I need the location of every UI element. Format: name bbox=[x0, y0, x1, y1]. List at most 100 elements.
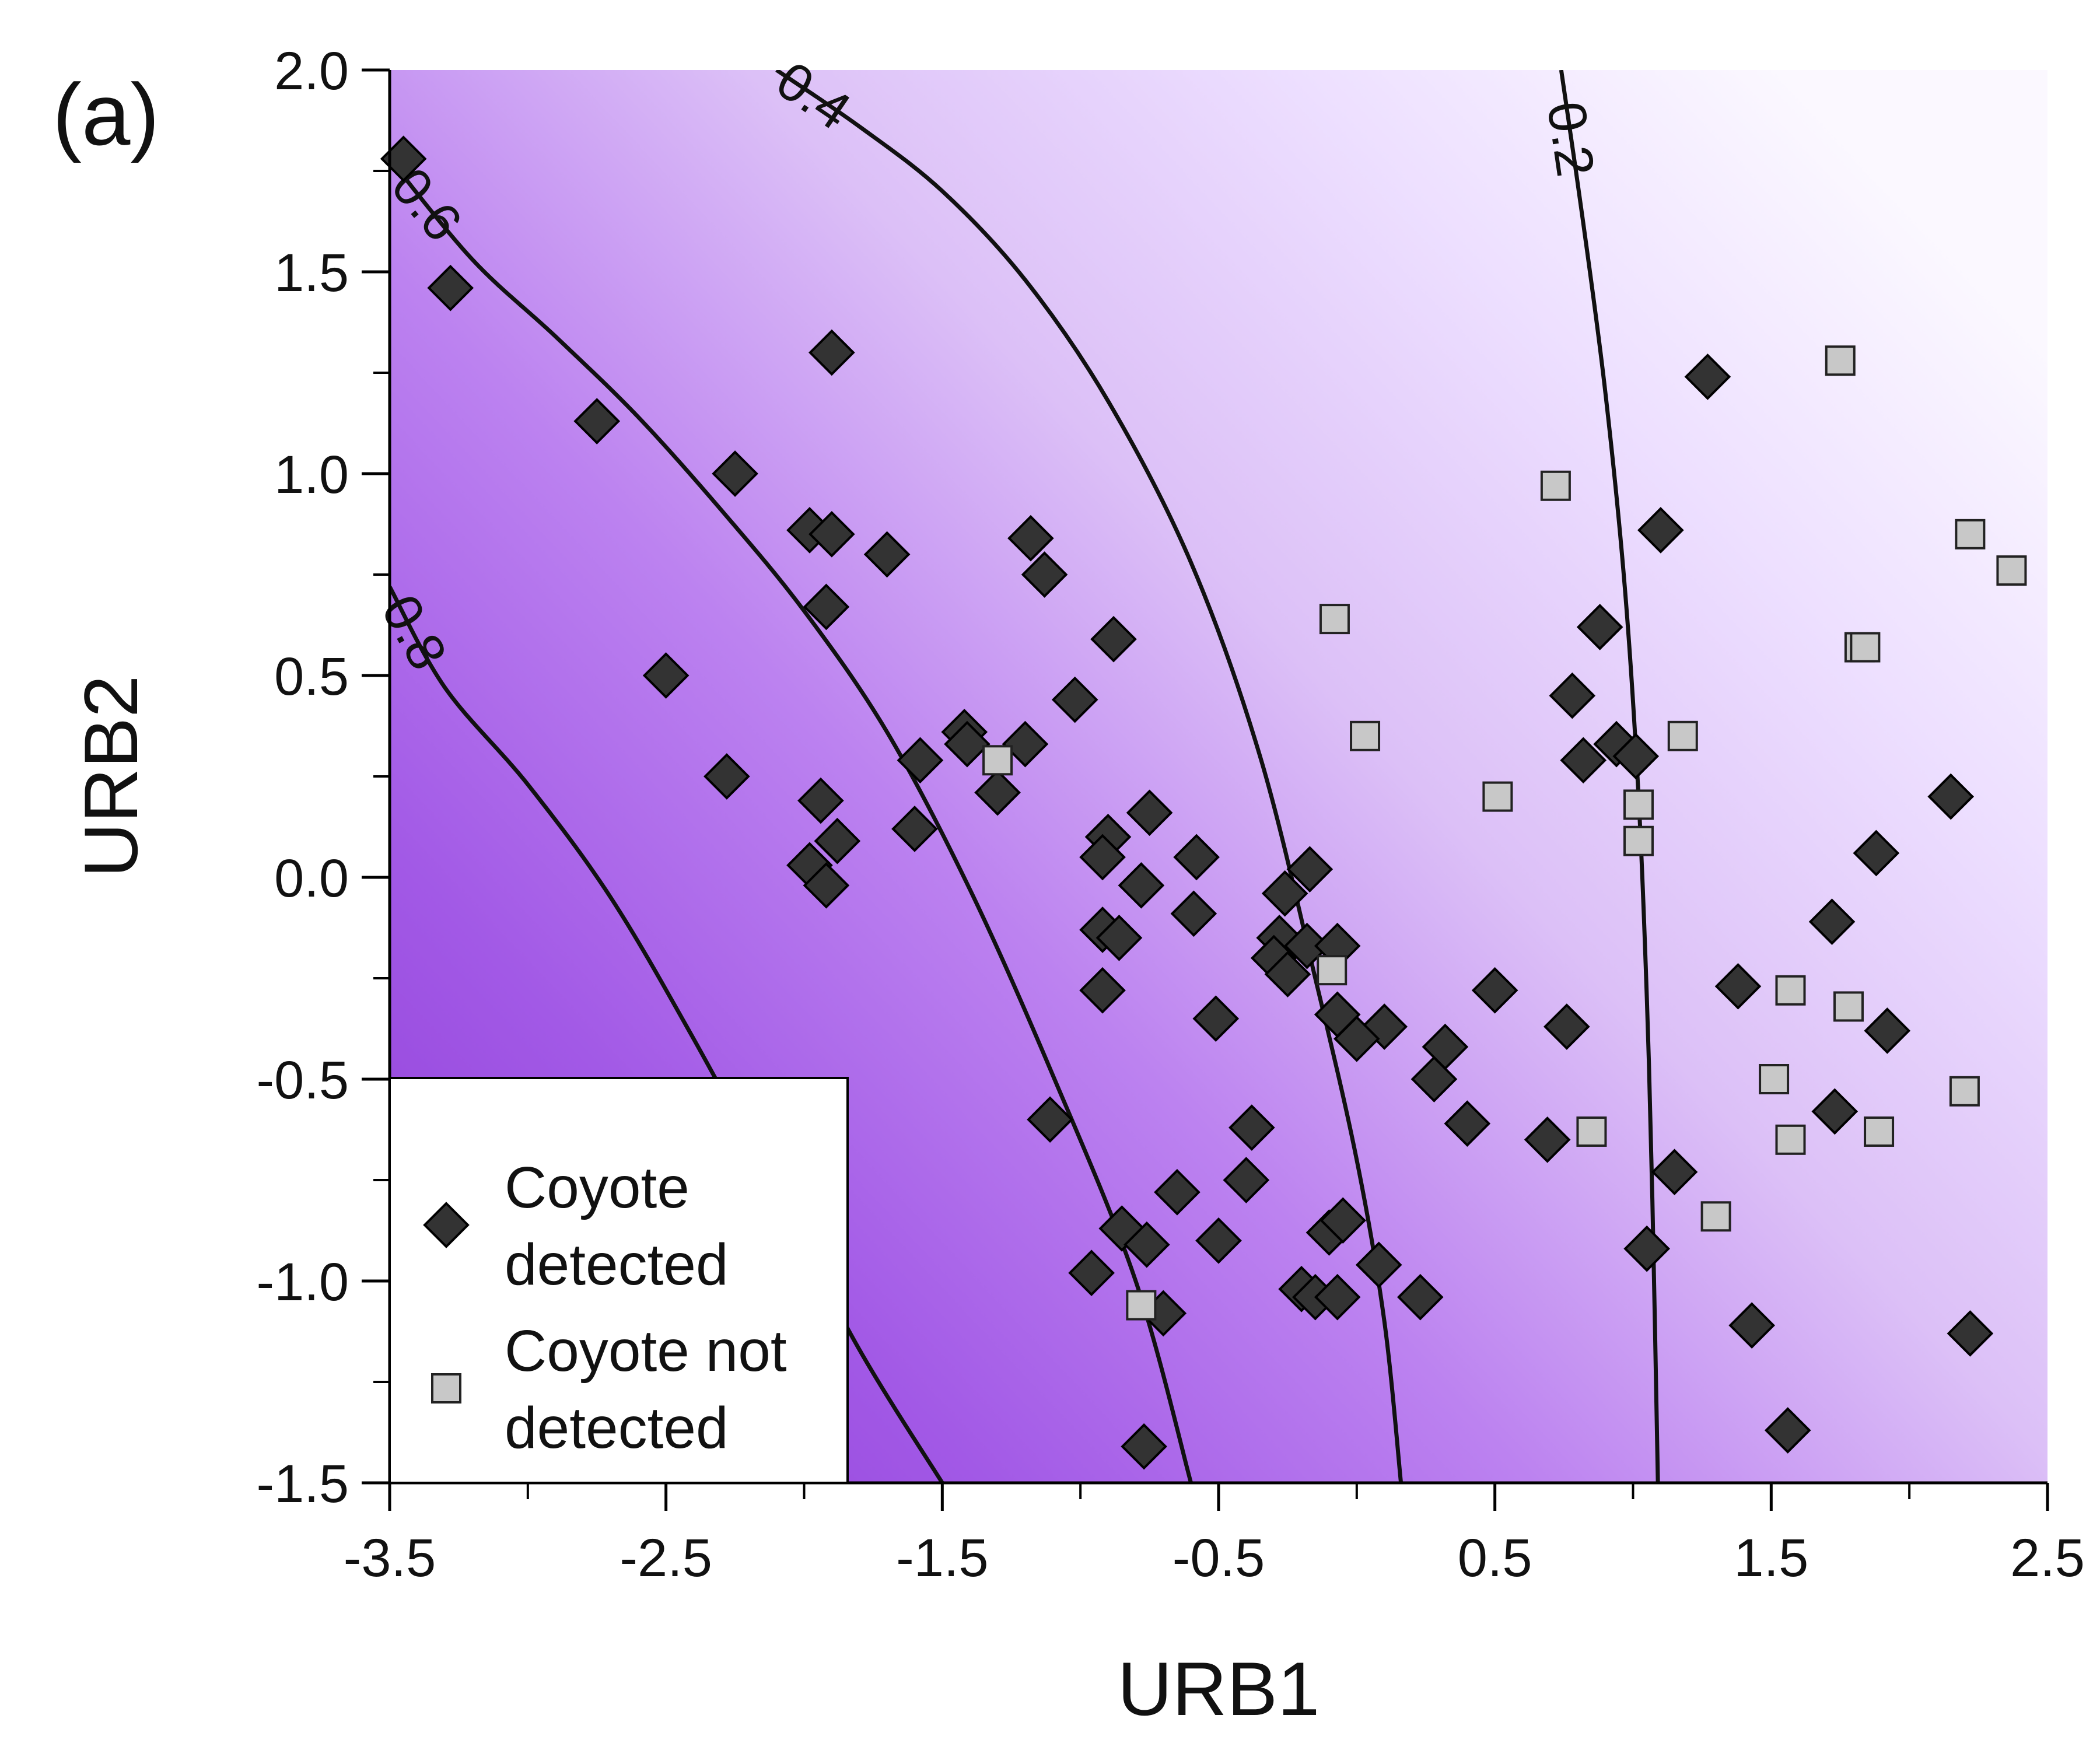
point-coyote-detected bbox=[897, 737, 944, 784]
point-coyote-detected bbox=[1002, 720, 1049, 768]
point-coyote-detected bbox=[803, 862, 850, 909]
point-coyote-detected bbox=[1264, 951, 1311, 998]
point-coyote-detected bbox=[797, 777, 844, 824]
y-tick-label: -1.0 bbox=[256, 1252, 349, 1312]
point-coyote-detected bbox=[1410, 1056, 1458, 1102]
point-coyote-detected bbox=[1334, 1015, 1380, 1062]
point-coyote-not-detected bbox=[1864, 1116, 1895, 1147]
point-coyote-detected bbox=[1261, 870, 1308, 917]
axes: -3.5 -2.5 -1.5 -0.5 0.5 1.5 2.5 -1.5 -1.0 -0.5 0.… bbox=[256, 41, 2084, 1588]
contour-lines bbox=[390, 70, 1660, 1483]
data-points bbox=[380, 135, 2027, 1470]
point-coyote-detected bbox=[1090, 615, 1137, 663]
point-coyote-not-detected bbox=[1623, 789, 1654, 820]
point-coyote-detected bbox=[1051, 676, 1098, 723]
point-coyote-detected bbox=[944, 720, 991, 768]
point-coyote-detected bbox=[1079, 834, 1126, 881]
contour-label: 0.2 bbox=[1536, 98, 1605, 180]
x-axis-title: URB1 bbox=[1118, 1646, 1320, 1731]
x-tick-label: -0.5 bbox=[1172, 1528, 1265, 1588]
point-coyote-detected bbox=[1068, 1250, 1115, 1296]
x-tick-label: 2.5 bbox=[2010, 1528, 2085, 1588]
legend-label-detected: Coyote bbox=[505, 1155, 690, 1220]
y-tick-label: 0.0 bbox=[274, 849, 349, 908]
x-axis-ticks: -3.5 -2.5 -1.5 -0.5 0.5 1.5 2.5 bbox=[344, 1483, 2085, 1588]
y-tick-label: -1.5 bbox=[256, 1454, 349, 1514]
point-coyote-detected bbox=[891, 806, 938, 852]
legend-marker-detected bbox=[423, 1202, 470, 1248]
y-tick-label: 0.5 bbox=[274, 647, 349, 706]
point-coyote-detected bbox=[1853, 830, 1900, 877]
point-coyote-detected bbox=[1576, 604, 1623, 650]
legend-label-not-detected: detected bbox=[505, 1395, 729, 1461]
point-coyote-not-detected bbox=[1350, 720, 1381, 751]
point-coyote-not-detected bbox=[1775, 1124, 1806, 1155]
contour-line bbox=[1559, 70, 1660, 1483]
point-coyote-not-detected bbox=[1833, 991, 1864, 1022]
point-coyote-not-detected bbox=[1319, 604, 1350, 635]
point-coyote-detected bbox=[712, 450, 758, 497]
point-coyote-not-detected bbox=[982, 745, 1013, 776]
point-coyote-detected bbox=[1355, 1241, 1402, 1289]
legend-entries: Coyote detected Coyote not detected bbox=[423, 1155, 787, 1461]
point-coyote-not-detected bbox=[1126, 1290, 1157, 1321]
point-coyote-not-detected bbox=[1700, 1201, 1731, 1232]
point-coyote-detected bbox=[1079, 967, 1126, 1014]
point-coyote-detected bbox=[1195, 1217, 1242, 1264]
point-coyote-detected bbox=[863, 531, 911, 578]
point-coyote-detected bbox=[803, 583, 850, 631]
point-coyote-not-detected bbox=[1317, 955, 1348, 986]
point-coyote-detected bbox=[1864, 1007, 1911, 1054]
point-coyote-not-detected bbox=[1576, 1116, 1607, 1147]
point-coyote-detected bbox=[1124, 1221, 1170, 1268]
point-coyote-detected bbox=[1154, 1168, 1200, 1216]
legend-label-not-detected: Coyote not bbox=[505, 1318, 787, 1384]
x-tick-label: 0.5 bbox=[1458, 1528, 1532, 1588]
point-coyote-detected bbox=[1118, 862, 1165, 909]
y-axis-title: URB2 bbox=[68, 676, 153, 878]
point-coyote-detected bbox=[1192, 995, 1240, 1042]
point-coyote-detected bbox=[642, 652, 690, 699]
point-coyote-detected bbox=[1021, 551, 1068, 598]
point-coyote-detected bbox=[1396, 1273, 1444, 1321]
point-coyote-detected bbox=[808, 329, 855, 376]
legend-label-detected: detected bbox=[505, 1232, 729, 1297]
point-coyote-not-detected bbox=[1667, 720, 1698, 751]
point-coyote-detected bbox=[1471, 967, 1518, 1014]
point-coyote-not-detected bbox=[1759, 1064, 1790, 1094]
point-coyote-not-detected bbox=[1482, 781, 1513, 812]
point-coyote-detected bbox=[1314, 1273, 1361, 1321]
point-coyote-detected bbox=[1560, 737, 1607, 784]
point-coyote-detected bbox=[573, 398, 621, 444]
point-coyote-detected bbox=[814, 817, 861, 864]
point-coyote-detected bbox=[1007, 514, 1054, 562]
y-tick-label: 1.0 bbox=[274, 445, 349, 505]
point-coyote-not-detected bbox=[1996, 555, 2027, 586]
point-coyote-not-detected bbox=[1955, 519, 1986, 550]
point-coyote-detected bbox=[704, 753, 750, 800]
point-coyote-detected bbox=[1764, 1407, 1811, 1454]
x-tick-label: -3.5 bbox=[344, 1528, 436, 1588]
point-coyote-detected bbox=[1170, 890, 1217, 937]
point-coyote-detected bbox=[1714, 963, 1762, 1010]
point-coyote-detected bbox=[1320, 1197, 1366, 1244]
point-coyote-detected bbox=[1612, 733, 1660, 780]
point-coyote-detected bbox=[1126, 789, 1173, 836]
point-coyote-detected bbox=[1543, 1003, 1590, 1050]
point-coyote-detected bbox=[1623, 1225, 1671, 1272]
point-coyote-detected bbox=[1927, 773, 1975, 820]
point-coyote-detected bbox=[1811, 1088, 1859, 1135]
point-coyote-detected bbox=[1096, 914, 1143, 961]
point-coyote-detected bbox=[808, 510, 855, 558]
x-tick-label: -1.5 bbox=[896, 1528, 989, 1588]
point-coyote-not-detected bbox=[1825, 345, 1856, 376]
y-tick-label: 2.0 bbox=[274, 41, 349, 101]
contour-line bbox=[775, 70, 1404, 1483]
legend-box bbox=[388, 1077, 849, 1484]
point-coyote-not-detected bbox=[1540, 470, 1571, 501]
point-coyote-detected bbox=[1444, 1100, 1491, 1147]
point-coyote-not-detected bbox=[1949, 1076, 1980, 1107]
contour-line bbox=[390, 158, 1194, 1483]
panel-label: (a) bbox=[52, 65, 159, 163]
point-coyote-detected bbox=[1524, 1116, 1571, 1163]
